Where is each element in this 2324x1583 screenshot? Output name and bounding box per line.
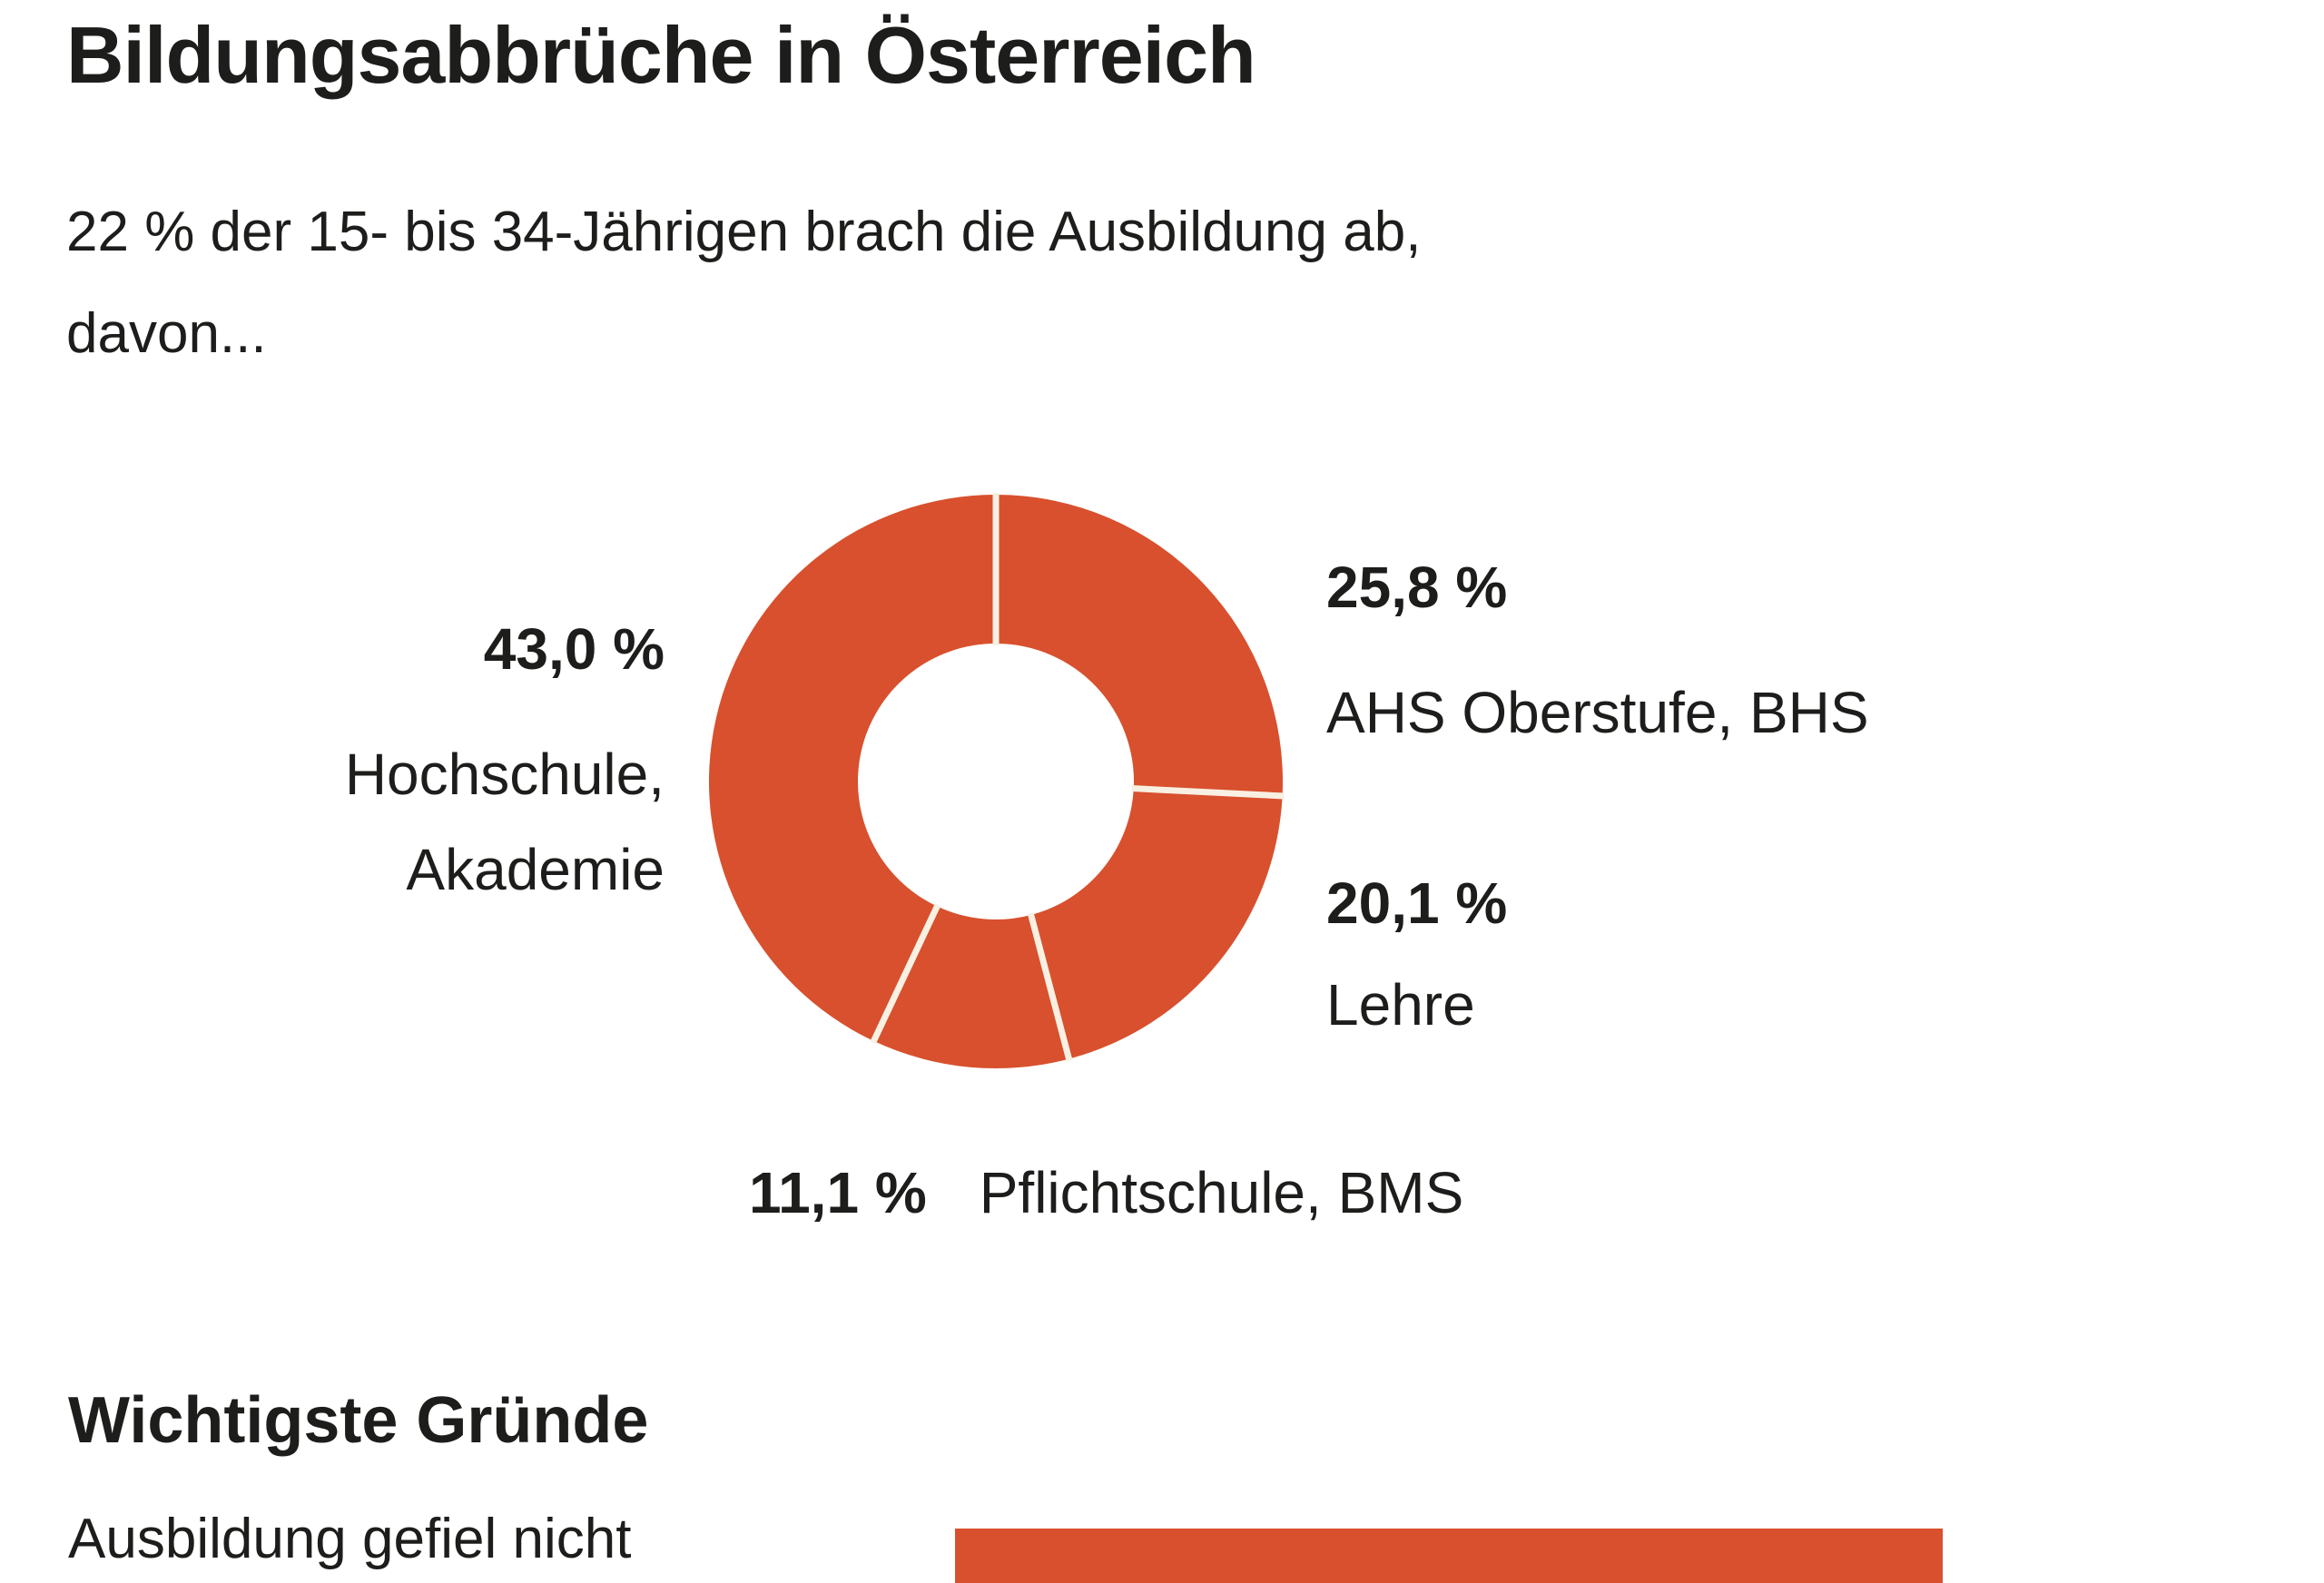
segment-label-ahs: 25,8 % AHS Oberstufe, BHS xyxy=(1326,545,1869,761)
page-title: Bildungsabbrüche in Österreich xyxy=(66,10,1256,100)
subtitle-line-2: davon... xyxy=(66,302,267,365)
segment-label-lehre: 20,1 % Lehre xyxy=(1326,860,1507,1053)
section-heading-wichtigste-gruende: Wichtigste Gründe xyxy=(68,1384,649,1457)
donut-segment xyxy=(996,495,1283,796)
segment-label-pflichtschule: 11,1 % Pflichtschule, BMS xyxy=(749,1145,1463,1241)
segment-value-lehre: 20,1 % xyxy=(1326,870,1508,936)
segment-value-pflichtschule: 11,1 % xyxy=(749,1160,927,1225)
segment-name-hochschule-line1: Hochschule, xyxy=(344,742,665,807)
subtitle-line-1: 22 % der 15- bis 34-Jährigen brach die A… xyxy=(66,201,1422,263)
donut-segment xyxy=(873,906,1069,1069)
segment-name-hochschule-line2: Akademie xyxy=(406,837,665,902)
segment-name-lehre: Lehre xyxy=(1326,972,1475,1037)
donut-chart-svg xyxy=(708,493,1285,1069)
bar-ausbildung-gefiel-nicht xyxy=(955,1529,1943,1583)
donut-segment-separator xyxy=(1131,785,1285,800)
donut-segment xyxy=(708,495,996,1041)
segment-value-hochschule: 43,0 % xyxy=(483,616,665,682)
segment-name-pflichtschule: Pflichtschule, BMS xyxy=(979,1160,1464,1225)
donut-segment-separator xyxy=(870,903,941,1045)
donut-chart xyxy=(683,468,1309,1095)
segment-value-ahs: 25,8 % xyxy=(1326,555,1508,620)
donut-segment-separator xyxy=(1027,912,1073,1062)
segment-label-hochschule: 43,0 % Hochschule, Akademie xyxy=(345,606,665,918)
segment-name-ahs: AHS Oberstufe, BHS xyxy=(1326,680,1869,745)
infographic-page: { "title": "Bildungsabbrüche in Österrei… xyxy=(66,10,1943,1583)
donut-segment xyxy=(1030,788,1283,1059)
page-subtitle: 22 % der 15- bis 34-Jährigen brach die A… xyxy=(66,182,1421,385)
bar-category-label: Ausbildung gefiel nicht xyxy=(68,1508,632,1570)
